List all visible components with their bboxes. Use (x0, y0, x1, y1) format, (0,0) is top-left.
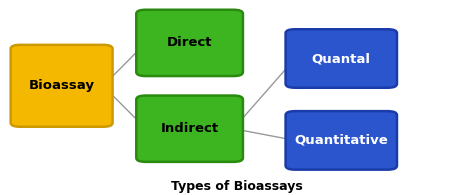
Text: Bioassay: Bioassay (28, 79, 95, 92)
FancyBboxPatch shape (285, 29, 397, 88)
Text: Indirect: Indirect (161, 122, 219, 135)
Text: Quantal: Quantal (312, 52, 371, 65)
Text: Quantitative: Quantitative (294, 134, 388, 147)
FancyBboxPatch shape (136, 96, 243, 162)
Text: Direct: Direct (167, 36, 212, 49)
FancyBboxPatch shape (285, 111, 397, 170)
FancyBboxPatch shape (11, 45, 113, 127)
FancyBboxPatch shape (136, 10, 243, 76)
Text: Types of Bioassays: Types of Bioassays (171, 180, 303, 193)
